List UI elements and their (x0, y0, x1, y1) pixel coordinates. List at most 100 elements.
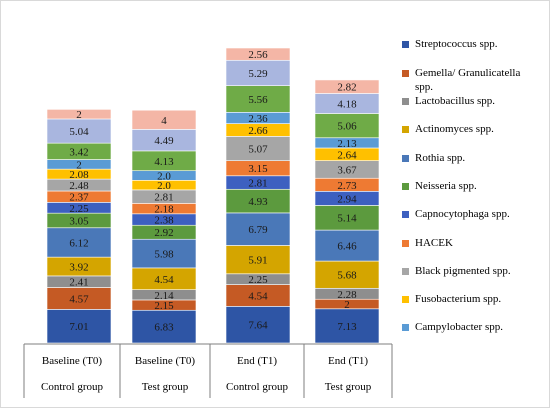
data-label: 2.81 (248, 178, 267, 190)
data-label: 2.25 (69, 203, 89, 215)
bars-layer: 7.014.572.413.926.123.052.252.372.482.08… (46, 47, 380, 344)
legend-label: Capnocytophaga spp. (415, 208, 510, 220)
data-label: 3.67 (337, 164, 357, 176)
legend: Streptococcus spp. Gemella/ Granulicatell… (402, 38, 520, 333)
data-label: 3.42 (69, 146, 88, 158)
legend-label: Fusobacterium spp. (415, 293, 501, 305)
data-label: 3.92 (69, 262, 88, 274)
legend-swatch (402, 211, 409, 218)
x-tick-label: Baseline (T0) (42, 355, 103, 367)
bar-segment (46, 118, 112, 144)
legend-swatch (402, 296, 409, 303)
legend-label: Campylobacter spp. (415, 321, 503, 333)
bar-segment (314, 260, 380, 289)
data-label: 5.04 (69, 126, 89, 138)
data-label: 7.01 (69, 321, 88, 333)
data-label: 4.13 (154, 156, 174, 168)
legend-swatch (402, 183, 409, 190)
data-label: 4.54 (154, 274, 174, 286)
legend-swatch (402, 98, 409, 105)
data-label: 2 (344, 299, 350, 311)
bar-segment (314, 229, 380, 262)
data-label: 2.0 (157, 180, 171, 192)
data-label: 4.57 (69, 293, 89, 305)
bar-segment (131, 309, 197, 344)
data-label: 2.81 (154, 192, 173, 204)
legend-label: Lactobacillus spp. (415, 95, 495, 107)
bar-segment (314, 79, 380, 94)
data-label: 5.56 (248, 94, 268, 106)
data-label: 2.37 (69, 192, 89, 204)
x-group-label: Test group (142, 381, 189, 393)
data-label: 5.06 (337, 121, 357, 133)
data-label: 2.15 (154, 300, 174, 312)
legend-label: Rothia spp. (415, 152, 465, 164)
bar-segment (225, 59, 291, 86)
legend-swatch (402, 268, 409, 275)
x-tick-label: End (T1) (328, 355, 368, 367)
data-label: 6.83 (154, 322, 174, 334)
data-label: 2 (76, 109, 82, 121)
data-label: 2.41 (69, 277, 88, 289)
data-label: 4.54 (248, 290, 268, 302)
legend-swatch (402, 155, 409, 162)
x-tick-label: Baseline (T0) (135, 355, 196, 367)
data-label: 2.08 (69, 169, 89, 181)
data-label: 2.18 (154, 204, 174, 216)
data-label: 2.13 (337, 138, 357, 150)
data-label: 2.92 (154, 227, 173, 239)
data-label: 2.64 (337, 149, 357, 161)
x-group-label: Control group (41, 381, 104, 393)
data-label: 5.07 (248, 144, 268, 156)
data-label: 2.0 (157, 171, 171, 183)
data-label: 4.49 (154, 135, 174, 147)
legend-swatch (402, 240, 409, 247)
bar-segment (46, 109, 112, 120)
legend-swatch (402, 41, 409, 48)
legend-label: Streptococcus spp. (415, 38, 498, 50)
data-label: 6.12 (69, 237, 88, 249)
legend-swatch (402, 126, 409, 133)
legend-label: Neisseria spp. (415, 180, 477, 192)
data-label: 4.93 (248, 196, 268, 208)
legend-label: Gemella/ Granulicatella spp. (415, 67, 520, 93)
data-label: 6.79 (248, 224, 268, 236)
data-label: 3.15 (248, 163, 268, 175)
data-label: 4 (161, 115, 167, 127)
data-label: 2.73 (337, 180, 357, 192)
data-label: 2 (76, 159, 82, 171)
legend-label: HACEK (415, 237, 453, 249)
bar-segment (131, 109, 197, 130)
data-label: 4.18 (337, 98, 357, 110)
data-label: 2.82 (337, 82, 356, 94)
legend-label: Actinomyces spp. (415, 123, 494, 135)
bar-segment (225, 306, 291, 344)
bar-segment (46, 309, 112, 344)
legend-swatch (402, 70, 409, 77)
data-label: 2.14 (154, 290, 174, 302)
bar-segment (225, 212, 291, 246)
data-label: 7.13 (337, 321, 357, 333)
data-label: 5.29 (248, 68, 268, 80)
x-tick-label: End (T1) (237, 355, 277, 367)
legend-swatch (402, 324, 409, 331)
data-label: 6.46 (337, 241, 357, 253)
data-label: 7.64 (248, 320, 268, 332)
legend-label: Black pigmented spp. (415, 265, 511, 277)
category-axis: Baseline (T0) Control group Baseline (T0) T… (23, 343, 393, 398)
data-label: 3.05 (69, 215, 89, 227)
data-label: 2.28 (337, 289, 357, 301)
bar-segment (225, 136, 291, 161)
bar-segment (131, 238, 197, 269)
bar-segment (314, 113, 380, 139)
bar-segment (225, 85, 291, 113)
data-label: 5.68 (337, 270, 357, 282)
data-label: 2.25 (248, 274, 268, 286)
data-label: 2.94 (337, 193, 357, 205)
data-label: 2.36 (248, 113, 268, 125)
data-label: 5.98 (154, 249, 174, 261)
data-label: 5.14 (337, 213, 357, 225)
data-label: 2.48 (69, 180, 89, 192)
data-label: 5.91 (248, 255, 267, 267)
